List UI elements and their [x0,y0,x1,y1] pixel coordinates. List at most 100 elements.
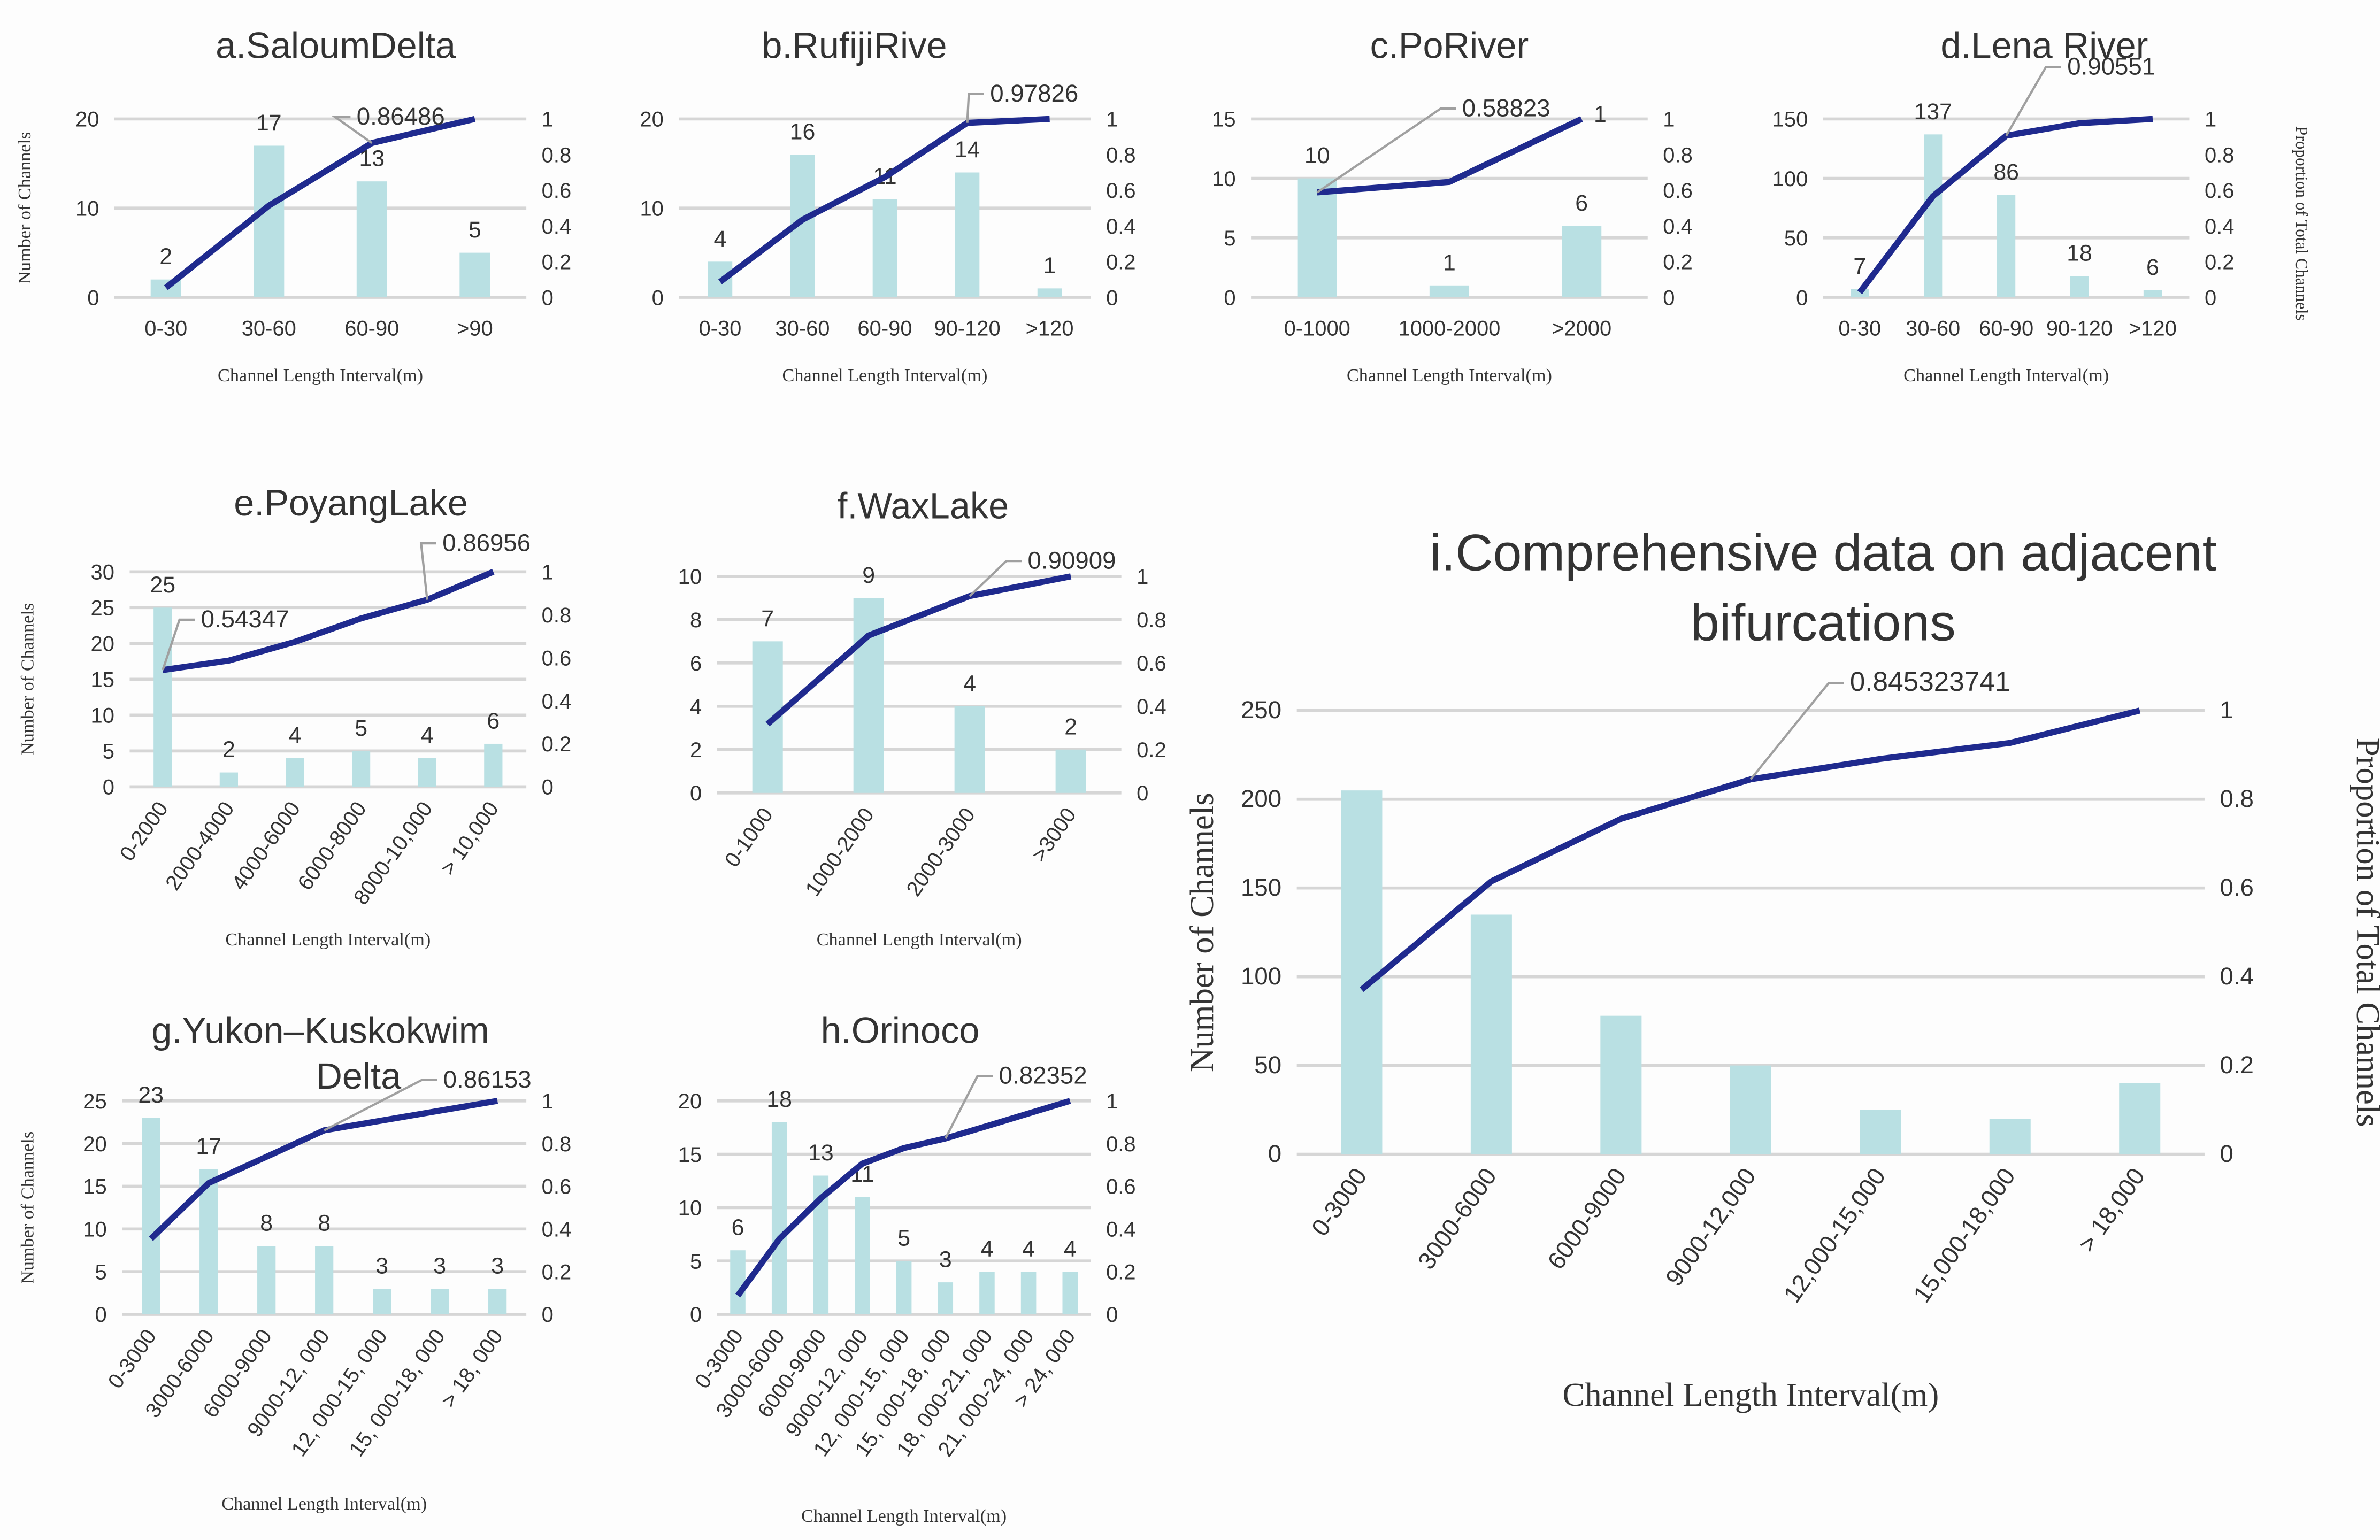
annotation-label: 0.90909 [1028,546,1116,574]
bar-value-label: 18 [766,1087,792,1112]
y-tick-label: 10 [640,197,663,220]
bar-value-label: 17 [196,1134,221,1159]
x-tick-label: 0-30 [698,317,741,340]
bar-value-label: 2 [222,737,235,763]
x-tick-label: 1000-2000 [801,804,879,901]
x-tick-label: 0-3000 [104,1325,161,1393]
annotation-leader [1749,682,1844,780]
y-tick-label: 100 [1241,962,1281,990]
x-tick-label: >2000 [1552,317,1611,340]
annotation-label: 0.845323741 [1850,666,2010,697]
x-tick-label: 30-60 [242,317,296,340]
bar [286,758,304,787]
chart-title: h.Orinoco [821,1010,980,1051]
bar [1341,790,1383,1154]
bar [315,1246,334,1314]
y-tick-label: 10 [678,565,702,589]
bar [1429,285,1470,298]
bar-value-label: 4 [1022,1236,1035,1262]
bar [484,743,503,787]
bar [855,1197,870,1314]
proportion-line [162,569,495,673]
bar [1997,195,2016,298]
bar-value-label: 2 [1064,714,1077,740]
bar-value-label: 14 [955,137,980,163]
y-tick-label: 10 [75,197,99,220]
y-tick-label: 10 [678,1197,702,1220]
annotation-leader [966,93,984,123]
x-axis-title: Channel Length Interval(m) [225,930,431,950]
bar-value-label: 3 [433,1253,446,1279]
annotation-label: 0.86153 [443,1066,532,1093]
y2-tick-label: 0.6 [542,1175,571,1199]
chart-h: h.Orinoco0510152000.20.40.60.8160-300018… [678,1010,1136,1526]
bar [356,181,387,298]
y-axis-title: Number of Channels [15,132,35,284]
y-tick-label: 0 [1796,286,1808,310]
y2-tick-label: 1 [1106,108,1118,132]
proportion-point [268,205,270,206]
y-tick-label: 250 [1241,696,1281,723]
y-tick-label: 30 [91,561,114,584]
bar [142,1118,160,1314]
bar [2070,276,2089,298]
y2-tick-label: 1 [2205,108,2216,132]
y2-tick-label: 0.8 [1106,143,1135,167]
y2-tick-label: 0.4 [1106,215,1135,238]
y-tick-label: 6 [690,652,702,675]
bar-value-label: 17 [256,110,282,136]
bar-value-label: 9 [862,563,875,588]
y2-axis-title: Proportion of Total Channels [2350,738,2380,1127]
x-tick-label: 9000-12,000 [1660,1163,1761,1291]
y-tick-label: 25 [91,597,114,620]
annotation-leader [162,618,195,671]
bar-value-label: 10 [1304,143,1330,168]
y-tick-label: 15 [83,1175,106,1199]
x-axis-title: Channel Length Interval(m) [1903,366,2109,386]
annotation-leader [332,116,373,144]
proportion-line [164,116,476,290]
x-axis-title: Channel Length Interval(m) [801,1506,1007,1526]
y2-tick-label: 0.8 [542,143,571,167]
annotation-leader [324,1079,437,1131]
y-tick-label: 5 [690,1250,702,1273]
y2-tick-label: 1 [542,561,554,584]
bar [1600,1015,1642,1154]
y2-tick-label: 0.8 [542,1133,571,1156]
x-tick-label: 60-90 [857,317,912,340]
x-tick-label: 90-120 [2046,317,2113,340]
y-tick-label: 10 [1212,167,1235,191]
chart-b: b.RufijiRive0102000.20.40.60.8140-301630… [640,25,1135,386]
bar [1020,1272,1037,1314]
x-tick-label: 30-60 [1906,317,1960,340]
bar [254,145,285,298]
x-tick-label: 0-3000 [1306,1163,1372,1241]
y2-tick-label: 0.2 [1106,1260,1135,1284]
y2-tick-label: 0.6 [542,646,571,670]
bar [872,199,897,298]
bar [2143,290,2162,298]
chart-title-line2: Delta [316,1056,402,1097]
bar [153,607,172,787]
bar-value-label: 5 [355,715,367,741]
y-axis-title: Number of Channels [18,1131,38,1284]
y-tick-label: 0 [652,286,664,310]
proportion-line [765,573,1072,727]
bar [351,751,371,787]
bar [1037,288,1062,298]
bar-value-label: 137 [1914,99,1952,125]
x-tick-label: 12,000-15,000 [1778,1163,1891,1307]
bar [1860,1110,1901,1154]
x-tick-label: > 10,000 [436,797,503,879]
y2-tick-label: 0.4 [542,690,571,713]
chart-title: g.Yukon–Kuskokwim [151,1010,489,1051]
y2-tick-label: 0 [542,1303,554,1327]
bar-value-label: 4 [289,722,302,748]
y2-tick-label: 0.4 [2205,215,2234,238]
chart-f: f.WaxLake 0 2 4 6 8 10 0 0.2 0.4 0.6 0.8 1 7 0-1000 9 10… [678,486,1166,950]
chart-title: c.PoRiver [1370,25,1529,66]
proportion-point [820,1198,822,1199]
bar-value-label: 4 [963,671,976,696]
y2-tick-label: 0.8 [2220,785,2253,812]
x-tick-label: 15,000-18,000 [1908,1163,2021,1307]
